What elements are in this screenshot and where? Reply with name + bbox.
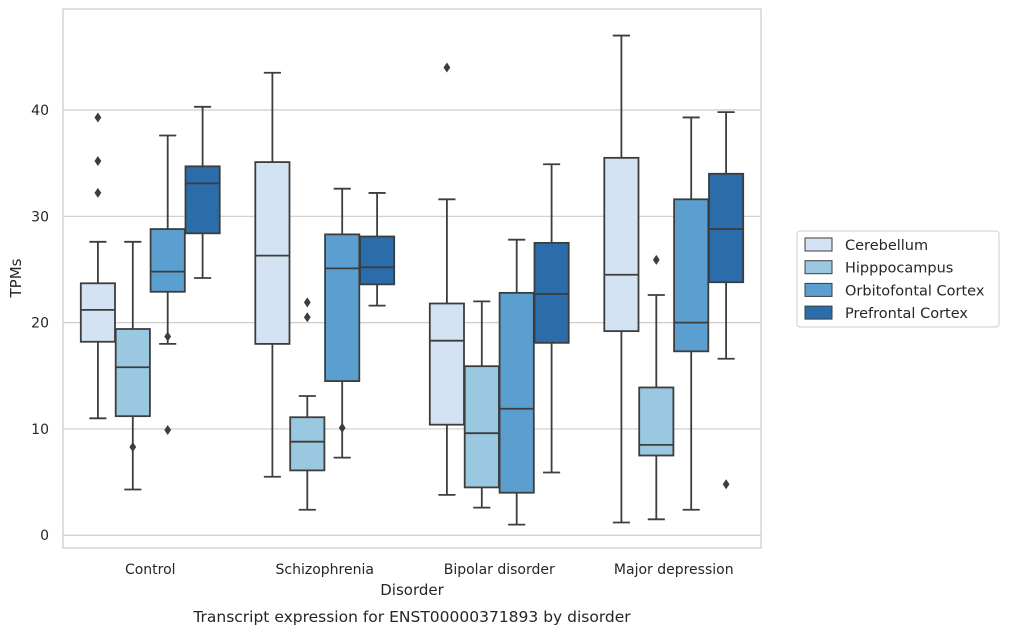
outlier-point: [94, 112, 102, 123]
outlier-point: [303, 312, 311, 323]
iqr-box: [289, 416, 326, 472]
iqr-box: [359, 235, 396, 286]
box-cerebellum: [603, 34, 640, 524]
legend: Cerebellum Hipppocampus Orbitofontal Corte…: [796, 230, 1000, 328]
iqr-box: [498, 291, 535, 494]
iqr-box: [324, 233, 361, 382]
box-hipppocampus: [114, 240, 151, 491]
outlier-point: [129, 442, 137, 453]
legend-label: Prefrontal Cortex: [845, 306, 968, 322]
legend-swatch: [804, 260, 833, 275]
x-tick-label: Bipolar disorder: [444, 562, 555, 578]
x-tick-label: Control: [125, 562, 176, 578]
legend-swatch: [804, 237, 833, 252]
y-tick-label: 10: [31, 422, 49, 438]
box-orbitofontal-cortex: [498, 238, 535, 526]
box-prefrontal-cortex: [184, 105, 221, 279]
legend-swatch: [804, 282, 833, 297]
box-prefrontal-cortex: [533, 163, 570, 474]
x-axis-ticks: Control Schizophrenia Bipolar disorder Majo…: [125, 562, 734, 578]
iqr-box: [428, 302, 465, 426]
box-hipppocampus: [638, 254, 675, 521]
y-tick-label: 30: [31, 209, 49, 225]
legend-label: Cerebellum: [845, 238, 928, 254]
x-tick-label: Major depression: [614, 562, 734, 578]
y-tick-label: 20: [31, 316, 49, 332]
outlier-point: [303, 297, 311, 308]
outlier-point: [94, 156, 102, 167]
iqr-box: [79, 282, 116, 343]
box-cerebellum: [79, 112, 116, 420]
legend-frame: [796, 230, 1000, 328]
box-orbitofontal-cortex: [324, 187, 361, 459]
outlier-point: [164, 424, 172, 435]
iqr-box: [708, 172, 745, 284]
box-orbitofontal-cortex: [673, 116, 710, 511]
plot-frame: [62, 8, 762, 549]
iqr-box: [463, 365, 500, 489]
box-prefrontal-cortex: [708, 111, 745, 490]
y-axis-label: TPMs: [7, 258, 25, 298]
outlier-point: [652, 254, 660, 265]
iqr-box: [184, 165, 221, 235]
x-axis-label: Disorder: [380, 581, 444, 599]
iqr-box: [533, 241, 570, 344]
y-axis-ticks: 0 10 20 30 40: [31, 103, 49, 544]
outlier-point: [94, 187, 102, 198]
x-tick-label: Schizophrenia: [276, 562, 374, 578]
iqr-box: [114, 328, 151, 418]
legend-label: Orbitofontal Cortex: [845, 283, 985, 299]
iqr-box: [254, 161, 291, 345]
y-tick-label: 40: [31, 103, 49, 119]
outlier-point: [338, 422, 346, 433]
legend-label: Hipppocampus: [845, 261, 953, 277]
y-tick-label: 0: [40, 528, 49, 544]
iqr-box: [603, 156, 640, 333]
box-hipppocampus: [463, 300, 500, 509]
iqr-box: [673, 198, 710, 353]
outlier-point: [722, 479, 730, 490]
outlier-point: [443, 62, 451, 73]
box-cerebellum: [428, 62, 465, 496]
box-prefrontal-cortex: [359, 192, 396, 307]
iqr-box: [149, 228, 186, 293]
plot-area: [79, 34, 745, 526]
box-orbitofontal-cortex: [149, 134, 186, 435]
outlier-point: [164, 331, 172, 342]
chart-caption: Transcript expression for ENST0000037189…: [192, 608, 631, 626]
box-hipppocampus: [289, 297, 326, 511]
box-cerebellum: [254, 71, 291, 478]
legend-swatch: [804, 305, 833, 320]
